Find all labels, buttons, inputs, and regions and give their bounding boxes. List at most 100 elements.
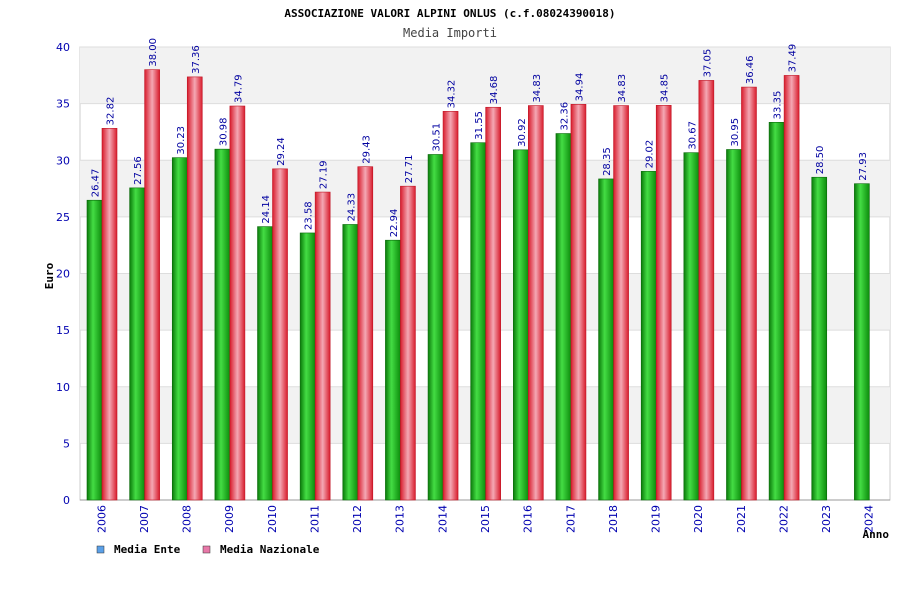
bar-media-nazionale-2016 (528, 105, 544, 501)
y-tick-label: 25 (56, 211, 70, 224)
data-label-media-ente-2013: 22.94 (389, 209, 400, 238)
data-label-media-ente-2022: 33.35 (773, 91, 784, 120)
bar-media-ente-2020 (683, 152, 700, 501)
data-label-media-ente-2017: 32.36 (559, 102, 570, 131)
chart-title: ASSOCIAZIONE VALORI ALPINI ONLUS (c.f.08… (284, 7, 615, 20)
data-label-media-nazionale-2016: 34.83 (532, 74, 543, 103)
x-tick-label-2022: 2022 (777, 505, 790, 533)
x-tick-label-2024: 2024 (863, 505, 876, 533)
x-axis-label: Anno (863, 528, 890, 541)
x-tick-label-2023: 2023 (820, 505, 833, 533)
legend-label-media-ente: Media Ente (114, 543, 181, 556)
y-tick-label: 35 (56, 98, 70, 111)
bar-media-nazionale-2006 (101, 128, 118, 501)
data-label-media-ente-2007: 27.56 (133, 156, 144, 185)
bar-media-nazionale-2010 (272, 168, 288, 501)
data-label-media-ente-2020: 30.67 (687, 121, 698, 150)
bar-media-ente-2013 (385, 239, 401, 501)
bar-media-nazionale-2019 (655, 105, 672, 501)
bar-media-nazionale-2021 (741, 86, 757, 501)
data-label-media-nazionale-2006: 32.82 (106, 97, 117, 126)
y-tick-label: 5 (63, 437, 70, 450)
bar-media-ente-2021 (726, 149, 742, 501)
bar-media-ente-2012 (342, 224, 359, 501)
data-label-media-ente-2018: 28.35 (602, 147, 613, 176)
data-label-media-nazionale-2017: 34.94 (574, 73, 585, 102)
data-label-media-nazionale-2007: 38.00 (148, 38, 159, 67)
x-tick-label-2013: 2013 (394, 505, 407, 533)
x-axis-ticks: 2006 2007 2008 2009 2010 2011 2012 2013 2014 2015… (95, 505, 875, 533)
legend-swatch-media-ente (96, 545, 105, 554)
y-tick-label: 10 (56, 381, 70, 394)
bar-media-nazionale-2015 (485, 106, 501, 501)
data-label-media-ente-2011: 23.58 (304, 201, 315, 230)
x-tick-label-2014: 2014 (436, 505, 449, 533)
bar-media-nazionale-2007 (144, 69, 160, 501)
bar-media-nazionale-2022 (783, 75, 800, 501)
bar-media-nazionale-2017 (570, 104, 587, 501)
bars (86, 69, 870, 501)
data-label-media-nazionale-2008: 37.36 (191, 45, 202, 74)
x-tick-label-2012: 2012 (351, 505, 364, 533)
bar-media-nazionale-2014 (442, 111, 459, 501)
bar-media-ente-2011 (299, 232, 316, 501)
bar-media-nazionale-2008 (186, 76, 203, 501)
data-label-media-ente-2016: 30.92 (517, 118, 528, 147)
x-tick-label-2016: 2016 (522, 505, 535, 533)
chart-subtitle: Media Importi (403, 26, 497, 40)
y-tick-label: 15 (56, 324, 70, 337)
data-label-media-nazionale-2013: 27.71 (404, 155, 415, 184)
x-tick-label-2015: 2015 (479, 505, 492, 533)
x-tick-label-2007: 2007 (138, 505, 151, 533)
x-tick-label-2011: 2011 (308, 505, 321, 533)
y-axis-label: Euro (43, 262, 56, 289)
data-labels: 26.47 32.82 27.56 38.00 30.23 37.36 30.98 34.79… (91, 38, 869, 237)
y-axis-ticks: 0 5 10 15 20 25 30 35 40 (56, 41, 70, 507)
data-label-media-ente-2008: 30.23 (176, 126, 187, 155)
data-label-media-ente-2021: 30.95 (730, 118, 741, 147)
data-label-media-nazionale-2015: 34.68 (489, 76, 500, 105)
x-tick-label-2018: 2018 (607, 505, 620, 533)
y-tick-label: 0 (63, 494, 70, 507)
data-label-media-nazionale-2010: 29.24 (276, 137, 287, 166)
data-label-media-nazionale-2019: 34.85 (660, 74, 671, 103)
bar-media-ente-2010 (257, 226, 273, 501)
data-label-media-nazionale-2018: 34.83 (617, 74, 628, 103)
bar-media-ente-2015 (470, 142, 486, 501)
bar-media-ente-2018 (598, 178, 614, 501)
data-label-media-nazionale-2009: 34.79 (233, 74, 244, 103)
x-tick-label-2020: 2020 (692, 505, 705, 533)
legend-swatch-media-nazionale (202, 545, 211, 554)
data-label-media-ente-2014: 30.51 (432, 123, 443, 152)
x-tick-label-2019: 2019 (650, 505, 663, 533)
data-label-media-nazionale-2020: 37.05 (702, 49, 713, 78)
bar-media-nazionale-2009 (229, 105, 246, 501)
data-label-media-nazionale-2014: 34.32 (447, 80, 458, 109)
data-label-media-nazionale-2012: 29.43 (361, 135, 372, 164)
x-tick-label-2021: 2021 (735, 505, 748, 533)
bar-media-ente-2006 (86, 199, 103, 501)
y-tick-label: 20 (56, 268, 70, 281)
x-tick-label-2008: 2008 (181, 505, 194, 533)
bar-media-ente-2022 (768, 122, 785, 501)
x-tick-label-2010: 2010 (266, 505, 279, 533)
x-tick-label-2009: 2009 (223, 505, 236, 533)
bar-media-ente-2007 (129, 187, 145, 501)
bar-media-nazionale-2018 (613, 105, 629, 501)
data-label-media-ente-2009: 30.98 (218, 118, 229, 147)
bar-media-nazionale-2012 (357, 166, 374, 501)
data-label-media-nazionale-2021: 36.46 (745, 55, 756, 84)
bar-media-ente-2008 (171, 157, 188, 501)
data-label-media-ente-2019: 29.02 (645, 140, 656, 169)
bar-media-nazionale-2013 (400, 185, 416, 501)
y-tick-label: 40 (56, 41, 70, 54)
data-label-media-nazionale-2022: 37.49 (788, 44, 799, 73)
data-label-media-nazionale-2011: 27.19 (319, 160, 330, 189)
legend: Media Ente Media Nazionale (96, 543, 320, 556)
bar-media-ente-2023 (811, 176, 828, 501)
bar-media-ente-2017 (555, 133, 572, 501)
data-label-media-ente-2006: 26.47 (91, 169, 102, 198)
x-tick-label-2017: 2017 (564, 505, 577, 533)
x-tick-label-2006: 2006 (95, 505, 108, 533)
